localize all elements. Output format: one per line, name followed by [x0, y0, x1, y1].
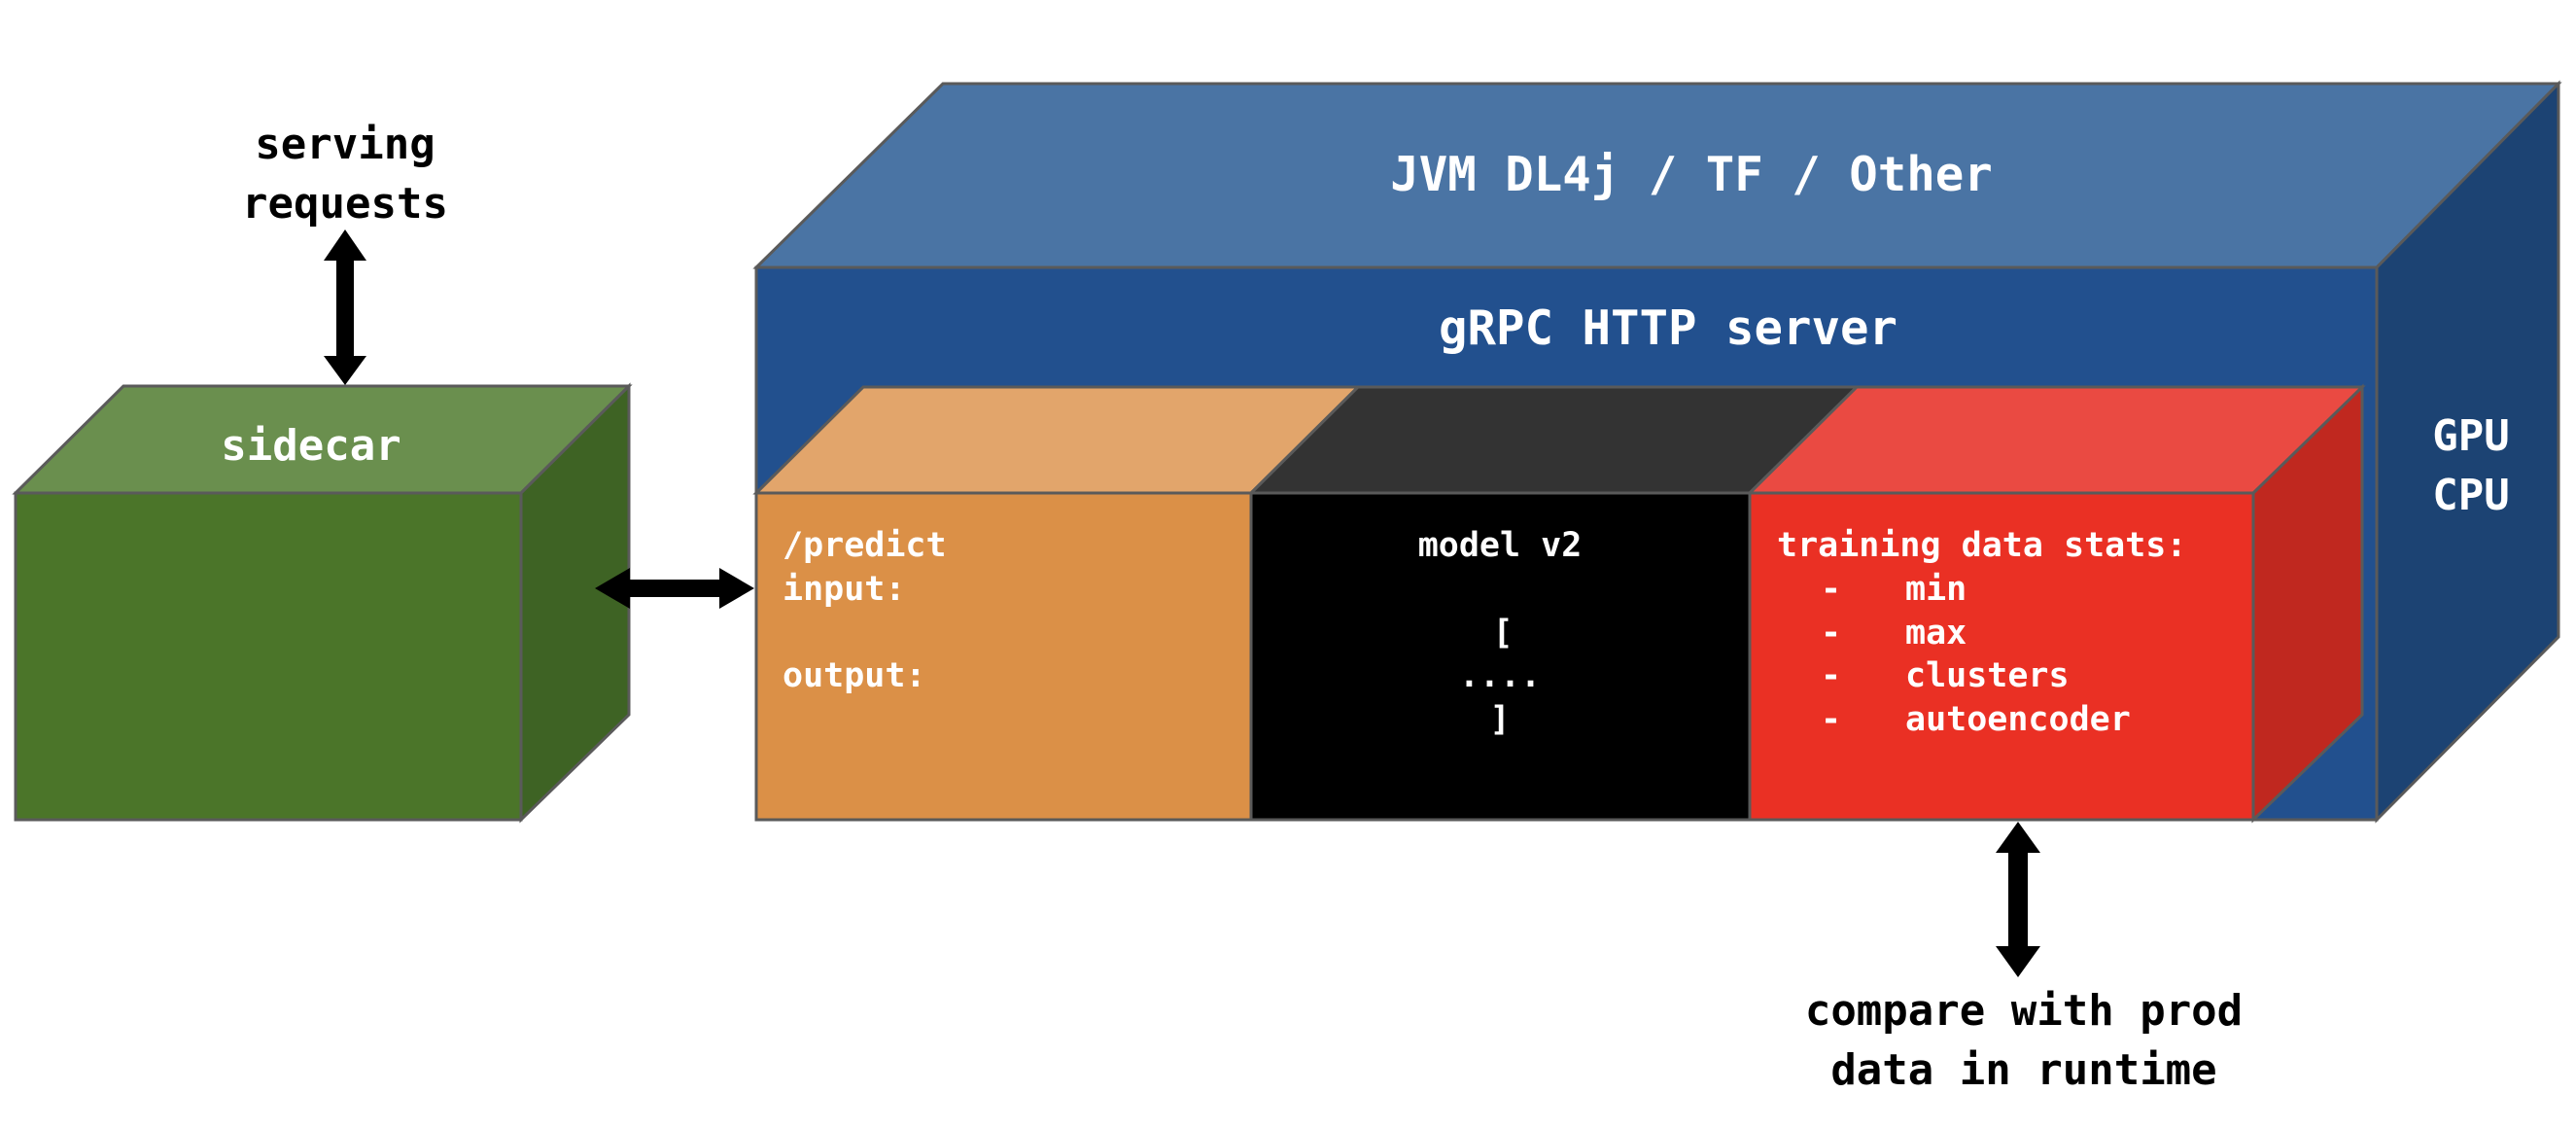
model-bracket-close: ]	[1489, 700, 1510, 739]
server-label: gRPC HTTP server	[1439, 300, 1897, 356]
stats-item-bullet: -	[1821, 614, 1841, 652]
stats-item-bullet: -	[1821, 700, 1841, 739]
stats-item-min: min	[1905, 570, 1967, 609]
stats-item-autoencoder: autoencoder	[1905, 700, 2131, 739]
predict-output-label: output:	[783, 656, 926, 695]
sidecar-box: sidecar	[12, 382, 633, 824]
model-block-front	[1249, 491, 1752, 822]
runtime-label: JVM DL4j / TF / Other	[1390, 147, 1993, 202]
stats-item-bullet: -	[1821, 570, 1841, 609]
stats-item-bullet: -	[1821, 656, 1841, 695]
stats-title: training data stats:	[1777, 526, 2186, 565]
compare-prod-arrow	[1996, 822, 2040, 977]
stats-block-front	[1748, 491, 2255, 822]
stats-block-text: training data stats: - min - max - clust…	[1777, 526, 2186, 739]
compare-prod-caption-line1: compare with prod	[1805, 986, 2243, 1036]
hardware-label-cpu: CPU	[2432, 471, 2509, 520]
model-ellipsis: ....	[1459, 656, 1541, 695]
compare-prod-caption-line2: data in runtime	[1830, 1045, 2216, 1095]
sidecar-box-front	[14, 491, 523, 822]
stats-block-top	[1746, 385, 2366, 495]
model-block-text: model v2 [ .... ]	[1418, 526, 1583, 739]
serving-requests-caption-line2: requests	[242, 179, 448, 229]
model-name-label: model v2	[1418, 526, 1583, 565]
stats-item-clusters: clusters	[1905, 656, 2070, 695]
hardware-label-gpu: GPU	[2432, 411, 2509, 461]
predict-endpoint-label: /predict	[783, 526, 947, 565]
predict-block-text: /predict input: output:	[783, 526, 947, 695]
predict-input-label: input:	[783, 570, 905, 609]
service-blocks	[752, 383, 2366, 824]
model-bracket-open: [	[1492, 614, 1513, 652]
sidecar-label: sidecar	[221, 421, 400, 471]
serving-requests-arrow	[324, 229, 366, 385]
stats-item-max: max	[1905, 614, 1967, 652]
sidecar-service-arrow	[595, 568, 754, 609]
serving-requests-caption-line1: serving	[255, 120, 435, 169]
predict-block-front	[754, 491, 1253, 822]
